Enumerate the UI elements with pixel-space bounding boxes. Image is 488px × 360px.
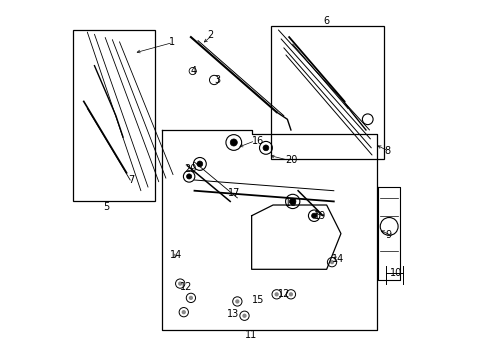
Circle shape xyxy=(288,292,292,296)
Text: 14: 14 xyxy=(331,253,344,264)
Text: 20: 20 xyxy=(183,164,196,174)
Text: 2: 2 xyxy=(206,30,213,40)
Circle shape xyxy=(311,213,316,218)
Circle shape xyxy=(178,282,182,286)
Text: 16: 16 xyxy=(251,136,264,146)
Text: 18: 18 xyxy=(284,198,296,208)
Text: 19: 19 xyxy=(313,211,326,221)
Text: 12: 12 xyxy=(180,282,192,292)
Text: 14: 14 xyxy=(169,250,182,260)
Text: 10: 10 xyxy=(389,268,402,278)
Circle shape xyxy=(263,145,268,151)
Text: 11: 11 xyxy=(244,330,256,341)
Circle shape xyxy=(235,299,239,303)
Circle shape xyxy=(197,161,203,167)
Circle shape xyxy=(242,314,246,318)
Bar xyxy=(73,30,155,202)
Text: 15: 15 xyxy=(251,295,264,305)
Text: 4: 4 xyxy=(190,66,197,76)
Circle shape xyxy=(289,198,295,204)
Circle shape xyxy=(230,139,237,146)
Text: 6: 6 xyxy=(323,16,328,26)
Text: 20: 20 xyxy=(285,156,297,165)
Text: 1: 1 xyxy=(168,37,175,48)
Text: 3: 3 xyxy=(214,75,220,85)
Circle shape xyxy=(274,292,278,296)
Text: 12: 12 xyxy=(278,289,290,299)
Text: 5: 5 xyxy=(103,202,109,212)
Text: 7: 7 xyxy=(128,175,134,185)
Circle shape xyxy=(329,260,333,264)
Text: 9: 9 xyxy=(385,230,391,240)
Circle shape xyxy=(181,310,185,314)
Text: 17: 17 xyxy=(228,188,240,198)
Bar xyxy=(271,26,383,158)
Circle shape xyxy=(188,296,193,300)
Text: 13: 13 xyxy=(226,309,239,319)
Circle shape xyxy=(186,174,191,179)
Text: 8: 8 xyxy=(384,147,390,157)
